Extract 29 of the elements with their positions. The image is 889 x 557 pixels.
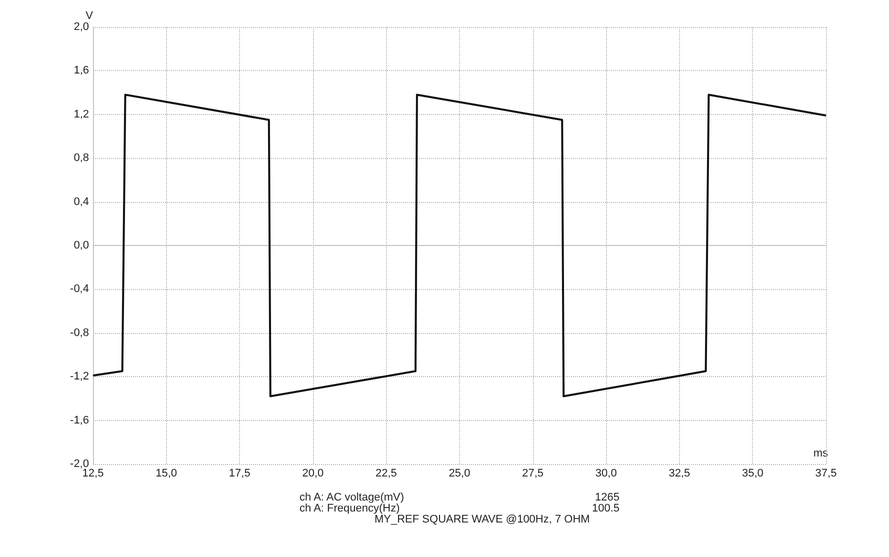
x-tick-label: 20,0 xyxy=(302,468,324,480)
text: MY_REF SQUARE WAVE @100Hz, 7 OHM xyxy=(374,514,590,526)
text: ch A: AC voltage(mV) xyxy=(300,492,404,504)
y-tick-label: 0,4 xyxy=(74,196,89,208)
y-axis-title: V xyxy=(86,10,94,22)
x-tick-label: 30,0 xyxy=(595,468,617,480)
text: 1265 xyxy=(595,492,620,504)
y-tick-label: 1,6 xyxy=(74,64,89,77)
y-tick-label: 0,0 xyxy=(74,240,89,252)
x-tick-label: 32,5 xyxy=(668,468,690,480)
x-tick-label: 37,5 xyxy=(815,468,837,480)
y-tick-label: 2,0 xyxy=(74,21,89,33)
y-tick-label: -2,0 xyxy=(70,458,89,470)
x-tick-label: 15,0 xyxy=(156,468,178,480)
x-tick-label: 12,5 xyxy=(82,468,104,480)
y-tick-label: -1,6 xyxy=(70,414,89,426)
x-tick-label: 25,0 xyxy=(448,468,470,480)
x-tick-label: 35,0 xyxy=(742,468,764,480)
x-tick-label: 27,5 xyxy=(522,468,544,480)
line-series xyxy=(92,94,827,398)
x-tick-label: 17,5 xyxy=(228,468,250,480)
y-tick-label: -0,4 xyxy=(70,283,89,296)
y-tick-label: 0,8 xyxy=(74,152,89,164)
x-tick-label: 22,5 xyxy=(375,468,397,480)
text: ch A: Frequency(Hz) xyxy=(300,502,400,514)
y-tick-label: 1,2 xyxy=(74,108,89,120)
y-tick-label: -0,8 xyxy=(70,326,89,339)
text: 100.5 xyxy=(592,502,620,514)
y-tick-label: -1,2 xyxy=(70,370,89,383)
